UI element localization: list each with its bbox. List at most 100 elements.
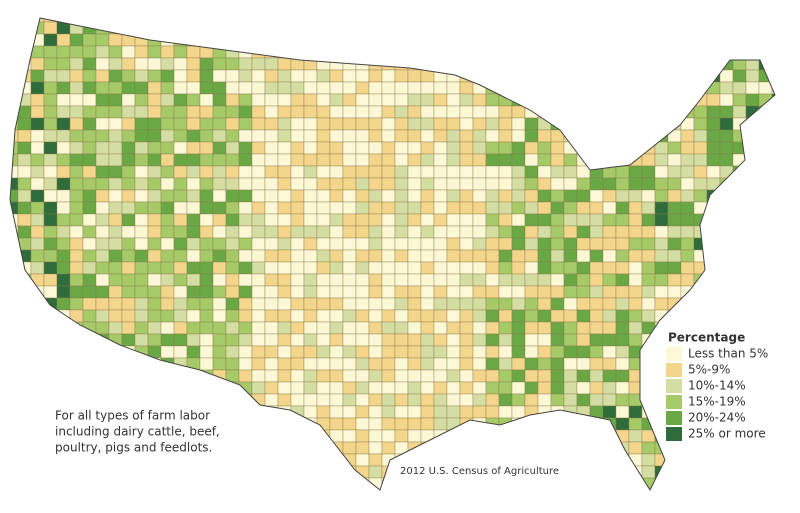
- county-cell: [147, 57, 162, 71]
- county-cell: [186, 129, 201, 143]
- county-cell: [199, 57, 214, 71]
- county-cell: [238, 117, 253, 131]
- county-cell: [355, 165, 370, 179]
- county-cell: [641, 165, 656, 179]
- county-cell: [342, 117, 357, 131]
- county-cell: [433, 357, 448, 371]
- county-cell: [394, 453, 409, 467]
- county-cell: [186, 45, 201, 59]
- county-cell: [277, 261, 292, 275]
- county-cell: [316, 465, 331, 479]
- county-cell: [342, 69, 357, 83]
- county-cell: [212, 357, 227, 371]
- county-cell: [147, 309, 162, 323]
- county-cell: [186, 81, 201, 95]
- county-cell: [420, 177, 435, 191]
- county-cell: [329, 465, 344, 479]
- county-cell: [420, 117, 435, 131]
- county-cell: [199, 225, 214, 239]
- county-cell: [719, 18, 734, 23]
- county-cell: [355, 345, 370, 359]
- county-cell: [212, 153, 227, 167]
- county-cell: [108, 357, 123, 371]
- county-cell: [420, 381, 435, 395]
- county-cell: [173, 189, 188, 203]
- county-cell: [654, 225, 669, 239]
- county-cell: [82, 33, 97, 47]
- county-cell: [186, 225, 201, 239]
- county-cell: [10, 429, 19, 443]
- county-cell: [368, 249, 383, 263]
- county-cell: [758, 201, 773, 215]
- county-cell: [706, 45, 721, 59]
- county-cell: [212, 189, 227, 203]
- county-cell: [537, 249, 552, 263]
- county-cell: [602, 273, 617, 287]
- county-cell: [485, 33, 500, 47]
- county-cell: [485, 81, 500, 95]
- county-cell: [277, 249, 292, 263]
- county-cell: [225, 57, 240, 71]
- county-cell: [290, 117, 305, 131]
- county-cell: [628, 129, 643, 143]
- county-cell: [290, 237, 305, 251]
- county-cell: [420, 357, 435, 371]
- county-cell: [251, 453, 266, 467]
- county-cell: [667, 69, 682, 83]
- county-cell: [290, 249, 305, 263]
- county-cell: [602, 201, 617, 215]
- county-cell: [602, 441, 617, 455]
- county-cell: [264, 357, 279, 371]
- county-cell: [589, 297, 604, 311]
- county-cell: [199, 297, 214, 311]
- county-cell: [264, 333, 279, 347]
- county-cell: [485, 345, 500, 359]
- county-cell: [459, 165, 474, 179]
- county-cell: [680, 489, 695, 490]
- county-cell: [589, 189, 604, 203]
- county-cell: [628, 105, 643, 119]
- county-cell: [329, 177, 344, 191]
- county-cell: [199, 261, 214, 275]
- county-cell: [82, 213, 97, 227]
- county-cell: [641, 93, 656, 107]
- county-cell: [641, 357, 656, 371]
- county-cell: [589, 81, 604, 95]
- county-cell: [199, 369, 214, 383]
- county-cell: [745, 33, 760, 47]
- county-cell: [212, 225, 227, 239]
- county-cell: [615, 69, 630, 83]
- county-cell: [173, 225, 188, 239]
- county-cell: [719, 45, 734, 59]
- county-cell: [95, 237, 110, 251]
- county-cell: [615, 105, 630, 119]
- county-cell: [95, 201, 110, 215]
- county-cell: [667, 117, 682, 131]
- county-cell: [290, 381, 305, 395]
- county-cell: [472, 57, 487, 71]
- county-cell: [160, 177, 175, 191]
- county-cell: [238, 429, 253, 443]
- county-cell: [524, 189, 539, 203]
- county-cell: [290, 309, 305, 323]
- county-cell: [82, 129, 97, 143]
- county-cell: [277, 201, 292, 215]
- county-cell: [511, 333, 526, 347]
- county-cell: [30, 441, 45, 455]
- county-cell: [550, 177, 565, 191]
- county-cell: [472, 165, 487, 179]
- county-cell: [420, 213, 435, 227]
- county-cell: [563, 189, 578, 203]
- county-cell: [706, 201, 721, 215]
- county-cell: [485, 489, 500, 490]
- county-cell: [602, 489, 617, 490]
- county-cell: [212, 105, 227, 119]
- county-cell: [95, 285, 110, 299]
- county-cell: [199, 21, 214, 35]
- county-cell: [420, 45, 435, 59]
- county-cell: [472, 69, 487, 83]
- county-cell: [511, 21, 526, 35]
- county-cell: [30, 417, 45, 431]
- county-cell: [186, 165, 201, 179]
- county-cell: [251, 333, 266, 347]
